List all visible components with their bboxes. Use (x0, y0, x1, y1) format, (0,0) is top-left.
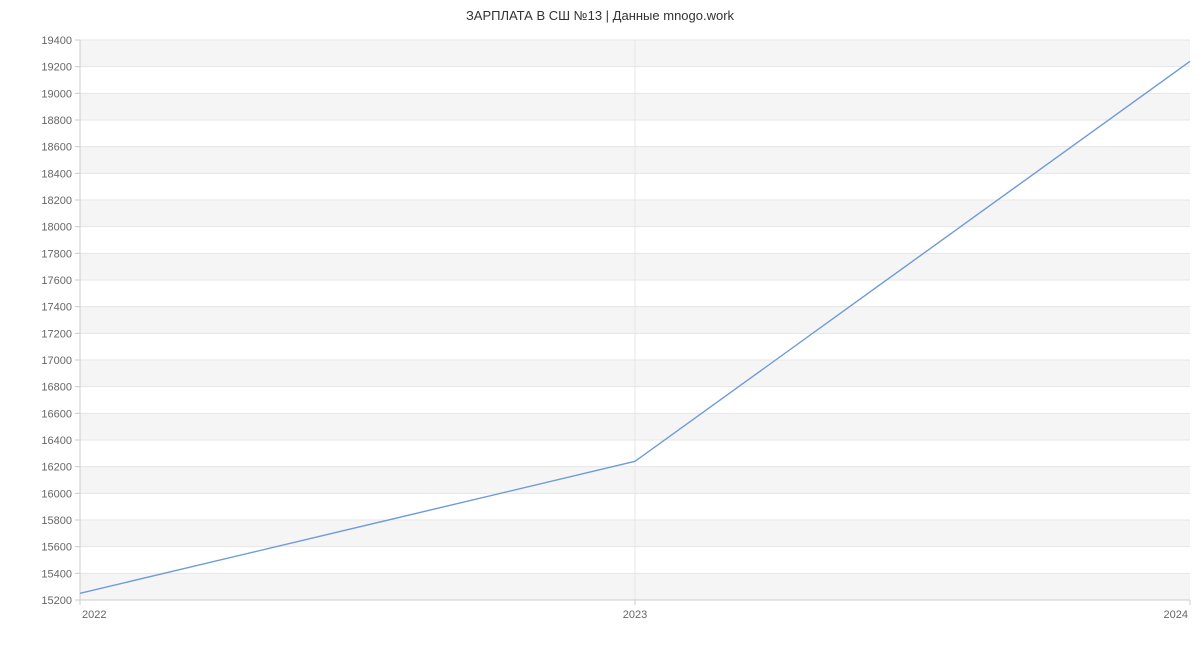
y-tick-label: 16800 (41, 382, 72, 394)
y-tick-label: 16600 (41, 408, 72, 420)
y-tick-label: 17800 (41, 248, 72, 260)
y-tick-label: 18800 (41, 115, 72, 127)
x-tick-label: 2024 (1164, 609, 1188, 621)
y-tick-label: 16200 (41, 462, 72, 474)
y-tick-label: 18200 (41, 195, 72, 207)
chart-svg: 15200 15400 15600 15800 16000 16200 16400 16600… (0, 0, 1200, 650)
y-tick-label: 17600 (41, 275, 72, 287)
y-tick-label: 19200 (41, 62, 72, 74)
y-tick-label: 18400 (41, 168, 72, 180)
y-tick-label: 15600 (41, 542, 72, 554)
y-tick-label: 17400 (41, 302, 72, 314)
y-tick-label: 19400 (41, 35, 72, 47)
chart-title: ЗАРПЛАТА В СШ №13 | Данные mnogo.work (0, 8, 1200, 23)
y-tick-label: 17000 (41, 355, 72, 367)
y-tick-label: 19000 (41, 88, 72, 100)
x-tick-label: 2022 (82, 609, 106, 621)
y-tick-label: 15200 (41, 595, 72, 607)
y-tick-label: 18600 (41, 142, 72, 154)
y-tick-label: 18000 (41, 222, 72, 234)
x-tick-label: 2023 (623, 609, 647, 621)
y-tick-label: 15800 (41, 515, 72, 527)
y-tick-label: 17200 (41, 328, 72, 340)
y-tick-label: 16400 (41, 435, 72, 447)
y-tick-label: 16000 (41, 488, 72, 500)
salary-line-chart: ЗАРПЛАТА В СШ №13 | Данные mnogo.work 15… (0, 0, 1200, 650)
y-tick-label: 15400 (41, 568, 72, 580)
